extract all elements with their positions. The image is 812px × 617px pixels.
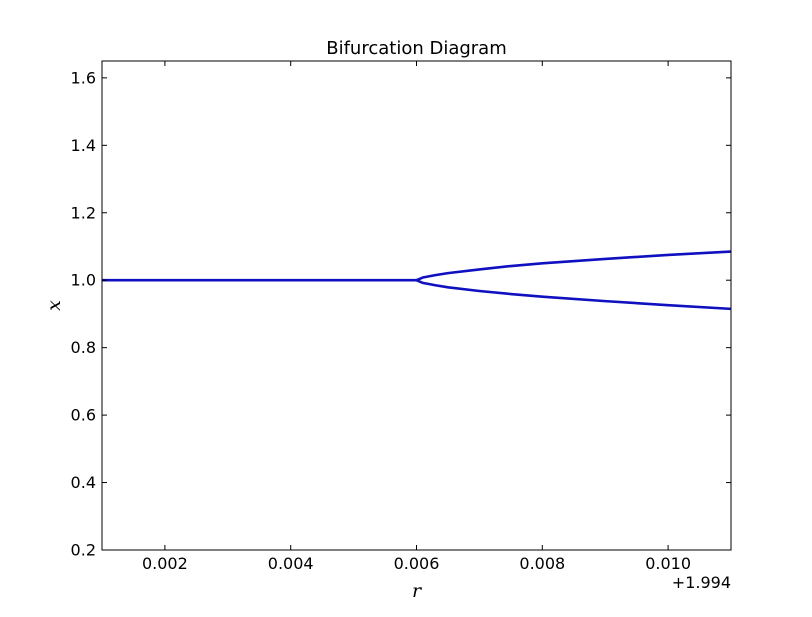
y-tick-label: 0.2 — [71, 541, 96, 560]
x-tick-label: 0.004 — [268, 554, 314, 573]
tick-layer: 0.002 0.004 0.006 0.008 0.010 0.2 0.4 0.6 0.8 1.0… — [71, 61, 731, 573]
y-axis-label: x — [43, 300, 65, 311]
x-axis-label: r — [412, 580, 423, 602]
x-axis-offset-label: +1.994 — [672, 573, 731, 592]
y-tick-label: 1.4 — [71, 136, 96, 155]
series-line-1 — [415, 250, 732, 282]
y-tick-label: 1.6 — [71, 68, 96, 87]
x-tick-label: 0.010 — [645, 554, 691, 573]
y-tick-label: 0.4 — [71, 473, 96, 492]
x-tick-label: 0.006 — [394, 554, 440, 573]
y-tick-label: 0.6 — [71, 406, 96, 425]
x-tick-label: 0.008 — [519, 554, 565, 573]
chart-title: Bifurcation Diagram — [326, 38, 507, 59]
series-layer — [102, 250, 732, 311]
y-tick-label: 1.0 — [71, 271, 96, 290]
y-tick-label: 0.8 — [71, 338, 96, 357]
series-line-2 — [415, 279, 732, 311]
x-tick-label: 0.002 — [142, 554, 188, 573]
y-tick-label: 1.2 — [71, 203, 96, 222]
